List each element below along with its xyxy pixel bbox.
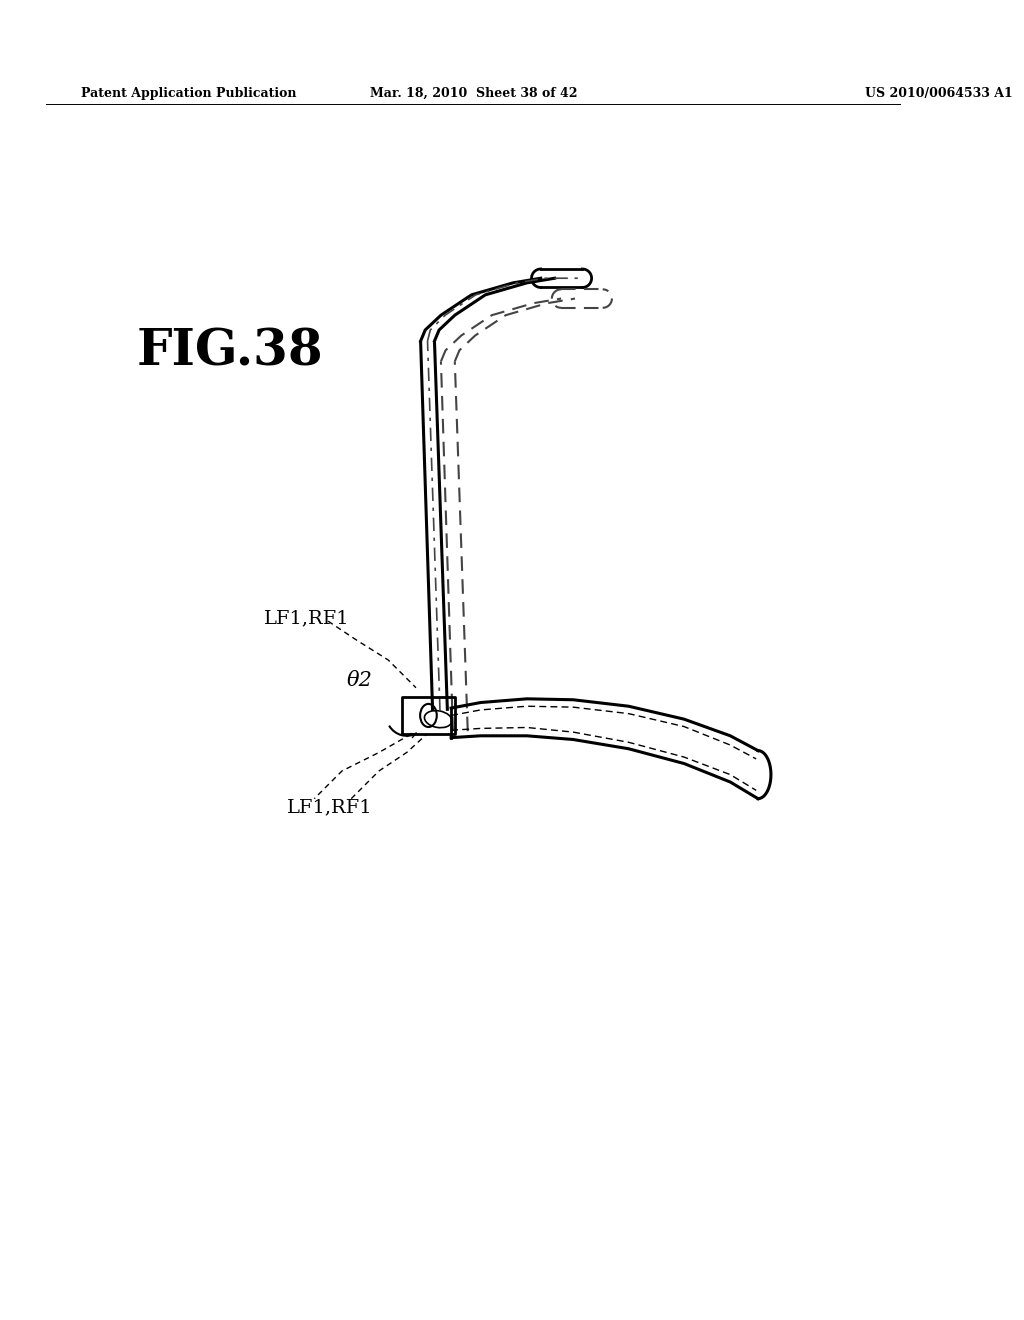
- Text: θ2: θ2: [347, 671, 373, 690]
- Text: Mar. 18, 2010  Sheet 38 of 42: Mar. 18, 2010 Sheet 38 of 42: [370, 87, 578, 100]
- Text: LF1,RF1: LF1,RF1: [287, 799, 372, 817]
- Text: LF1,RF1: LF1,RF1: [263, 609, 349, 627]
- Text: US 2010/0064533 A1: US 2010/0064533 A1: [865, 87, 1013, 100]
- Text: FIG.38: FIG.38: [137, 327, 324, 376]
- Text: Patent Application Publication: Patent Application Publication: [81, 87, 297, 100]
